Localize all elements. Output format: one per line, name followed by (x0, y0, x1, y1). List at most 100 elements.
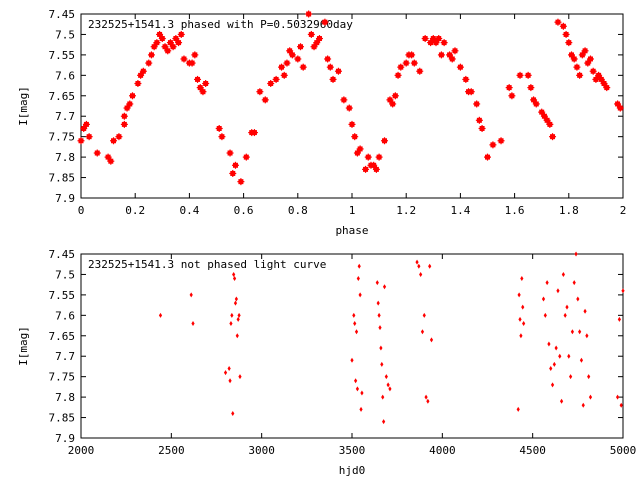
x-tick-label: 4000 (429, 444, 456, 457)
data-point (85, 133, 93, 141)
data-point (358, 292, 362, 298)
phased-plot-x-axis-label: phase (335, 224, 368, 237)
data-point (527, 84, 535, 92)
data-point (139, 67, 147, 75)
data-point (256, 88, 264, 96)
data-point (583, 308, 587, 314)
data-point (238, 374, 242, 380)
data-point (126, 100, 134, 108)
data-point (565, 304, 569, 310)
x-tick-label: 3000 (248, 444, 275, 457)
phased-plot-title: 232525+1541.3 phased with P=0.5032960day (88, 18, 353, 31)
y-tick-label: 7.55 (49, 289, 76, 302)
data-point (272, 75, 280, 83)
data-point (532, 100, 540, 108)
data-point (315, 35, 323, 43)
data-point (421, 35, 429, 43)
data-point (352, 312, 356, 318)
data-point (237, 178, 245, 186)
data-point (164, 47, 172, 55)
data-point (227, 365, 231, 371)
data-point (191, 51, 199, 59)
data-point (310, 43, 318, 51)
y-tick-label: 7.45 (49, 248, 76, 261)
data-point (588, 394, 593, 400)
data-point (522, 321, 526, 327)
data-point (616, 104, 624, 112)
data-point (554, 345, 558, 351)
data-point (147, 51, 155, 59)
data-point (579, 357, 584, 363)
data-point (576, 296, 580, 302)
data-point (189, 292, 193, 298)
y-tick-label: 7.45 (49, 8, 76, 21)
data-point (169, 43, 177, 51)
x-tick-label: 2000 (68, 444, 95, 457)
data-point (467, 88, 475, 96)
data-point (305, 10, 313, 18)
data-point (478, 124, 486, 132)
data-point (82, 120, 90, 128)
data-point (375, 280, 379, 286)
data-point (505, 84, 513, 92)
data-point (589, 67, 597, 75)
unphased-plot-x-axis-label: hjd0 (339, 464, 366, 477)
y-tick-label: 7.5 (55, 268, 75, 281)
data-point (424, 394, 428, 400)
y-tick-label: 7.65 (49, 90, 76, 103)
y-tick-label: 7.9 (55, 432, 75, 445)
data-point (540, 112, 548, 120)
data-point (559, 22, 567, 30)
data-point (372, 165, 380, 173)
data-point (451, 47, 459, 55)
data-point (554, 18, 562, 26)
unphased-plot-points (158, 251, 625, 425)
data-point (364, 153, 372, 161)
data-point (329, 75, 337, 83)
phased-plot-y-axis-label: I[mag] (17, 86, 30, 126)
data-point (232, 276, 237, 282)
data-point (334, 67, 342, 75)
phased-plot-points (77, 10, 624, 186)
data-point (576, 71, 584, 79)
data-point (370, 161, 378, 169)
data-point (353, 321, 357, 327)
data-point (294, 55, 302, 63)
x-tick-label: 1.4 (450, 204, 470, 217)
data-point (353, 149, 361, 157)
data-point (397, 63, 405, 71)
data-point (617, 316, 621, 322)
data-point (549, 133, 557, 141)
data-point (569, 374, 573, 380)
data-point (362, 165, 370, 173)
data-point (77, 137, 85, 145)
data-point (215, 124, 223, 132)
data-point (286, 47, 294, 55)
data-point (120, 112, 128, 120)
x-tick-label: 0.6 (234, 204, 254, 217)
data-point (242, 153, 250, 161)
data-point (570, 329, 575, 335)
y-tick-label: 7.75 (49, 131, 76, 144)
data-point (188, 59, 196, 67)
data-point (158, 35, 166, 43)
data-point (175, 39, 183, 47)
data-point (378, 325, 382, 331)
y-tick-label: 7.6 (55, 309, 75, 322)
x-tick-label: 1 (349, 204, 356, 217)
data-point (356, 145, 364, 153)
data-point (614, 100, 622, 108)
data-point (104, 153, 112, 161)
data-point (376, 300, 380, 306)
data-point (194, 75, 202, 83)
data-point (429, 337, 434, 343)
y-tick-label: 7.65 (49, 330, 76, 343)
data-point (93, 149, 101, 157)
data-point (497, 137, 505, 145)
data-point (123, 104, 131, 112)
data-point (391, 92, 399, 100)
data-point (568, 51, 576, 59)
data-point (233, 300, 238, 306)
data-point (375, 153, 383, 161)
data-point (437, 51, 445, 59)
